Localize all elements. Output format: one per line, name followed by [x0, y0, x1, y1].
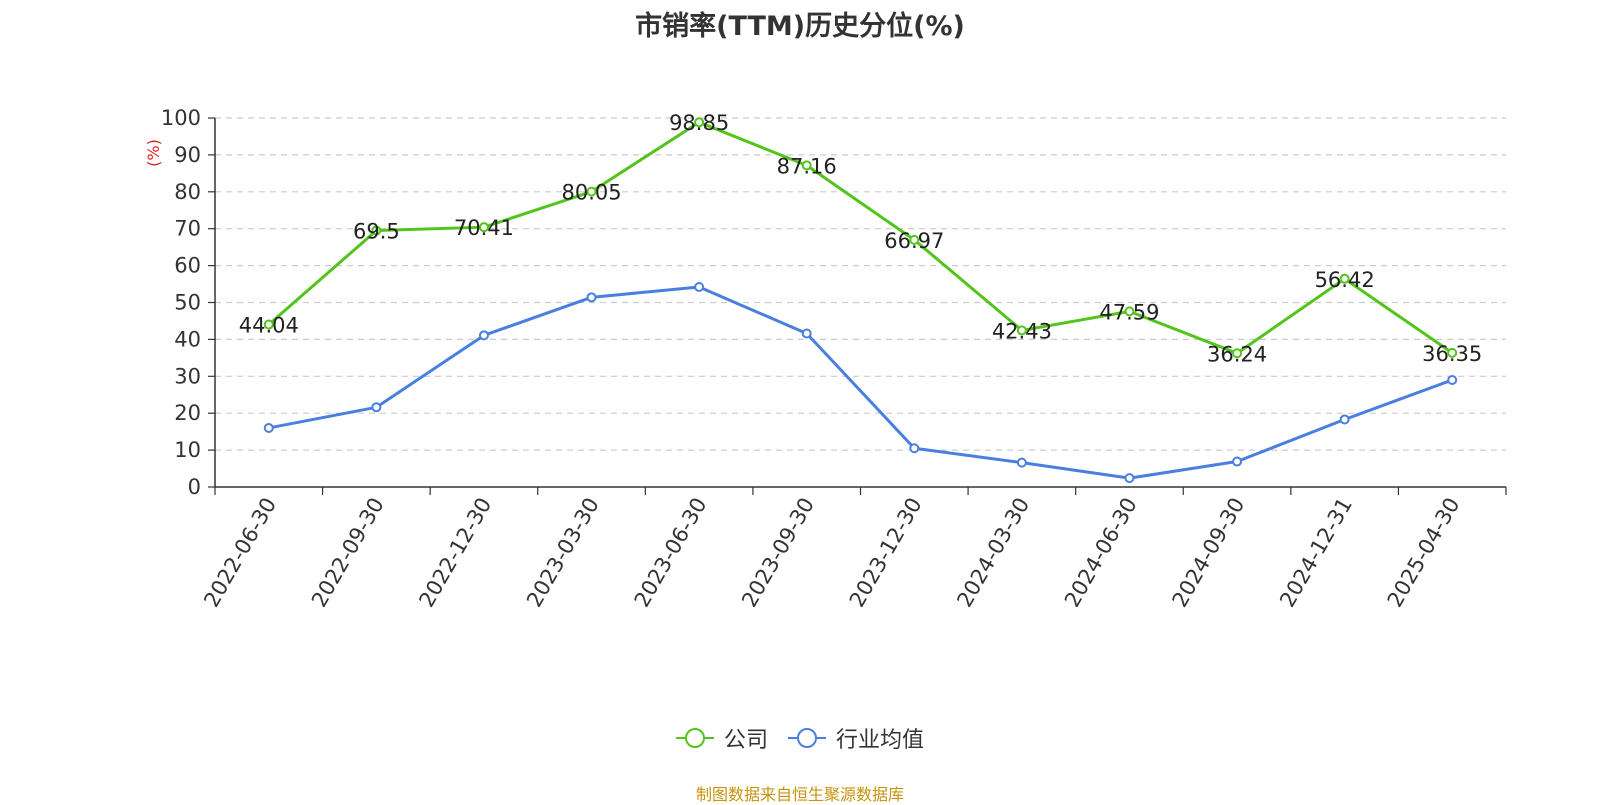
series-0-label-5: 87.16: [777, 154, 837, 178]
series-0-point-9: [1232, 348, 1243, 359]
series-0-label-4: 98.85: [669, 111, 729, 135]
y-tick-label-90: 90: [174, 143, 201, 167]
series-1-point-10: [1339, 414, 1350, 425]
legend-swatch-company: [675, 728, 714, 748]
x-tick-label-2025-04-30: 2025-04-30: [1383, 494, 1465, 612]
series-0-label-11: 36.35: [1422, 342, 1482, 366]
series-0-label-3: 80.05: [561, 181, 621, 205]
series-1-point-5: [801, 328, 812, 339]
series-0-label-6: 66.97: [884, 229, 944, 253]
legend-label-industry-average: 行业均值: [836, 728, 925, 753]
x-tick-label-2023-09-30: 2023-09-30: [737, 494, 819, 612]
series-0-label-8: 47.59: [1099, 300, 1159, 324]
series-0-point-11: [1447, 347, 1458, 358]
series-0-point-5: [801, 160, 812, 171]
series-1-point-7: [1016, 457, 1027, 468]
series-0-point-2: [478, 222, 489, 233]
series-0-label-2: 70.41: [454, 216, 514, 240]
y-tick-label-10: 10: [174, 438, 201, 462]
series-1-point-2: [478, 330, 489, 341]
chart-title: 市销率(TTM)历史分位(%): [635, 11, 965, 42]
series-0-label-10: 56.42: [1315, 268, 1375, 292]
series-0-point-8: [1124, 306, 1135, 317]
y-tick-label-50: 50: [174, 291, 201, 315]
legend-item-industry-average[interactable]: 行业均值: [788, 722, 924, 754]
legend-swatch-industry-average: [788, 728, 826, 748]
series-1-point-1: [371, 402, 382, 413]
series-line-0: [267, 120, 1454, 355]
series-1-point-9: [1232, 456, 1243, 467]
y-tick-label-40: 40: [174, 327, 201, 351]
y-tick-label-20: 20: [174, 401, 201, 425]
x-tick-label-2024-12-31: 2024-12-31: [1275, 494, 1357, 612]
series-0-point-1: [371, 225, 382, 236]
series-0-point-6: [909, 234, 920, 245]
y-axis-label: (%): [144, 139, 163, 167]
x-tick-label-2022-12-30: 2022-12-30: [414, 494, 496, 612]
series-line-1: [268, 285, 1453, 480]
series-0-label-0: 44.04: [239, 313, 299, 337]
y-tick-label-0: 0: [188, 475, 201, 499]
x-tick-label-2024-06-30: 2024-06-30: [1060, 494, 1142, 612]
x-tick-label-2024-03-30: 2024-03-30: [952, 494, 1034, 612]
legend: 公司 行业均值: [0, 722, 1600, 754]
series-0-label-9: 36.24: [1207, 342, 1267, 366]
x-tick-label-2023-03-30: 2023-03-30: [522, 494, 604, 612]
y-tick-label-70: 70: [174, 217, 201, 241]
series-1-point-3: [586, 292, 597, 303]
y-tick-label-100: 100: [161, 106, 201, 130]
x-tick-label-2024-09-30: 2024-09-30: [1168, 494, 1250, 612]
legend-label-company: 公司: [723, 728, 768, 753]
series-0-label-1: 69.5: [353, 220, 400, 244]
series-1-point-8: [1124, 473, 1135, 484]
series-0-point-4: [694, 117, 705, 128]
series-1-point-4: [694, 282, 705, 293]
data-source-note: 制图数据来自恒生聚源数据库: [695, 785, 904, 804]
y-tick-label-30: 30: [174, 364, 201, 388]
y-tick-label-80: 80: [174, 180, 201, 204]
series-1-point-6: [909, 443, 920, 454]
series-0-label-7: 42.43: [992, 319, 1052, 343]
series-1-point-0: [263, 422, 274, 433]
series-0-point-0: [263, 319, 274, 330]
series-1-point-11: [1447, 374, 1458, 385]
series-0-point-3: [586, 186, 597, 197]
legend-item-company[interactable]: 公司: [675, 722, 768, 754]
series-0-point-7: [1016, 325, 1027, 336]
x-tick-label-2023-12-30: 2023-12-30: [845, 494, 927, 612]
x-tick-label-2022-06-30: 2022-06-30: [199, 494, 281, 612]
x-tick-label-2023-06-30: 2023-06-30: [630, 494, 712, 612]
y-tick-label-60: 60: [174, 254, 201, 278]
x-tick-label-2022-09-30: 2022-09-30: [307, 494, 389, 612]
series-0-point-10: [1339, 273, 1350, 284]
